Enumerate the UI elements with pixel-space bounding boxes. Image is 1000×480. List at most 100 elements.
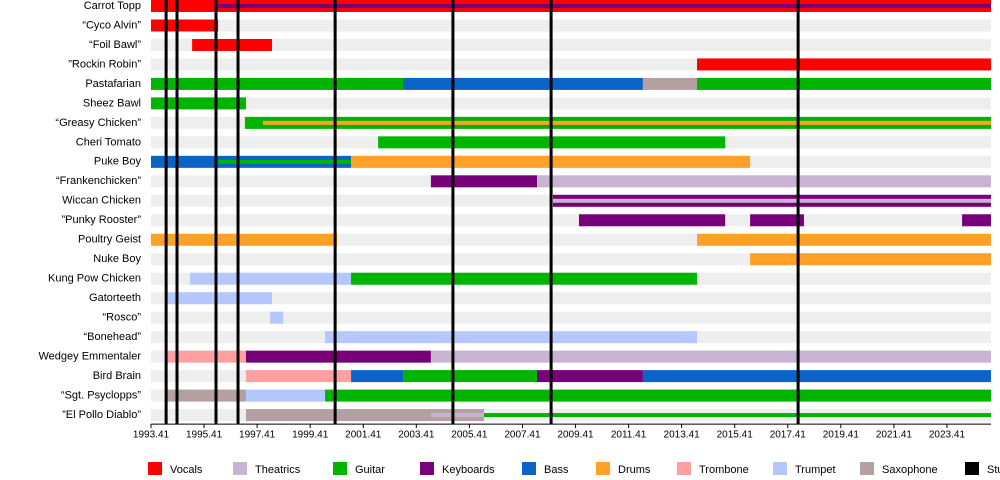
role-bar — [165, 389, 246, 402]
member-name: Wiccan Chicken — [62, 195, 141, 207]
member-name: Gatorteeth — [89, 292, 141, 304]
role-bar — [430, 350, 991, 363]
x-tick-label: 1995.41 — [186, 430, 223, 441]
legend-swatch — [773, 462, 787, 475]
x-tick-label: 2001.41 — [345, 430, 382, 441]
member-name: Bird Brain — [93, 370, 141, 382]
role-bar — [151, 77, 404, 90]
x-tick-label: 2023.41 — [929, 430, 966, 441]
row-stripe — [151, 38, 991, 51]
role-bar — [325, 331, 698, 344]
legend-label: Trombone — [699, 464, 749, 476]
role-bar — [165, 350, 246, 363]
member-name: “Foil Bawl” — [89, 39, 141, 51]
role-bar — [430, 175, 538, 188]
x-tick-label: 2013.41 — [664, 430, 701, 441]
member-name: “Rosco” — [102, 312, 141, 324]
role-bar — [578, 214, 726, 227]
x-tick-label: 2017.41 — [770, 430, 807, 441]
x-tick-label: 1997.41 — [239, 430, 276, 441]
role-bar — [325, 389, 991, 402]
legend-label: Saxophone — [882, 464, 938, 476]
role-bar — [697, 77, 991, 90]
x-tick-label: 2009.41 — [557, 430, 594, 441]
legend-label: Vocals — [170, 464, 203, 476]
role-bar — [697, 58, 991, 71]
legend-swatch — [333, 462, 347, 475]
role-bar — [192, 38, 272, 51]
role-bar — [403, 77, 643, 90]
member-name: “Bonehead” — [84, 331, 142, 343]
member-name: ”Punky Rooster” — [62, 214, 142, 226]
role-bar — [962, 214, 991, 227]
row-stripe — [151, 214, 991, 227]
role-bar — [403, 370, 538, 383]
member-name: Carrot Topp — [84, 0, 141, 12]
row-stripe — [151, 311, 991, 324]
x-tick-label: 2007.41 — [504, 430, 541, 441]
role-bar — [537, 370, 643, 383]
member-name: “Cyco Alvin” — [82, 19, 141, 31]
member-name: Cheri Tomato — [76, 136, 141, 148]
legend-swatch — [860, 462, 874, 475]
legend-swatch — [677, 462, 691, 475]
role-bar — [270, 311, 284, 324]
role-bar — [537, 175, 991, 188]
role-bar — [697, 233, 991, 246]
member-name: “Greasy Chicken” — [55, 117, 141, 129]
member-name: Poultry Geist — [78, 234, 141, 246]
row-stripe — [151, 292, 991, 305]
x-tick-label: 2003.41 — [398, 430, 435, 441]
role-bar — [245, 350, 431, 363]
secondary-role-bar — [218, 4, 991, 8]
legend-label: Keyboards — [442, 464, 495, 476]
role-bar — [750, 253, 991, 266]
member-name: ”El Pollo Diablo” — [62, 409, 141, 421]
legend-label: Trumpet — [795, 464, 836, 476]
member-name: Sheez Bawl — [83, 97, 141, 109]
legend-label: Drums — [618, 464, 651, 476]
role-bar — [642, 77, 698, 90]
legend-label: Theatrics — [255, 464, 301, 476]
member-name: Nuke Boy — [93, 253, 141, 265]
member-name: Puke Boy — [94, 156, 142, 168]
secondary-role-bar — [262, 120, 992, 125]
role-bar — [151, 19, 219, 32]
role-bar — [245, 409, 484, 422]
row-stripe — [151, 19, 991, 32]
legend-swatch — [522, 462, 536, 475]
role-bar — [151, 97, 246, 110]
legend-swatch — [596, 462, 610, 475]
member-name: “Sgt. Psyclopps” — [61, 390, 141, 402]
x-tick-label: 2015.41 — [717, 430, 754, 441]
x-tick-label: 1993.41 — [133, 430, 170, 441]
legend-label: Studio albums — [987, 464, 1000, 476]
secondary-role-bar — [552, 198, 991, 203]
role-bar — [245, 370, 352, 383]
role-bar — [642, 370, 991, 383]
secondary-role-bar — [218, 159, 352, 164]
row-stripe — [151, 253, 991, 266]
role-bar — [750, 214, 804, 227]
x-tick-label: 2021.41 — [876, 430, 913, 441]
legend-swatch — [148, 462, 162, 475]
role-bar — [351, 272, 698, 285]
x-tick-label: 2005.41 — [451, 430, 488, 441]
row-stripe — [151, 97, 991, 110]
x-tick-label: 2019.41 — [823, 430, 860, 441]
role-bar — [190, 272, 352, 285]
member-name: ”Rockin Robin” — [68, 58, 141, 70]
secondary-role-bar — [483, 413, 991, 418]
secondary-role-bar — [430, 413, 484, 418]
member-name: Kung Pow Chicken — [48, 273, 141, 285]
legend-swatch — [965, 462, 979, 475]
role-bar — [351, 370, 404, 383]
role-bar — [165, 292, 272, 305]
member-name: “Frankenchicken” — [56, 175, 141, 187]
role-bar — [151, 233, 337, 246]
x-tick-label: 2011.41 — [611, 430, 647, 441]
x-tick-label: 1999.41 — [292, 430, 329, 441]
legend-label: Bass — [544, 464, 569, 476]
member-name: Pastafarian — [85, 78, 141, 90]
